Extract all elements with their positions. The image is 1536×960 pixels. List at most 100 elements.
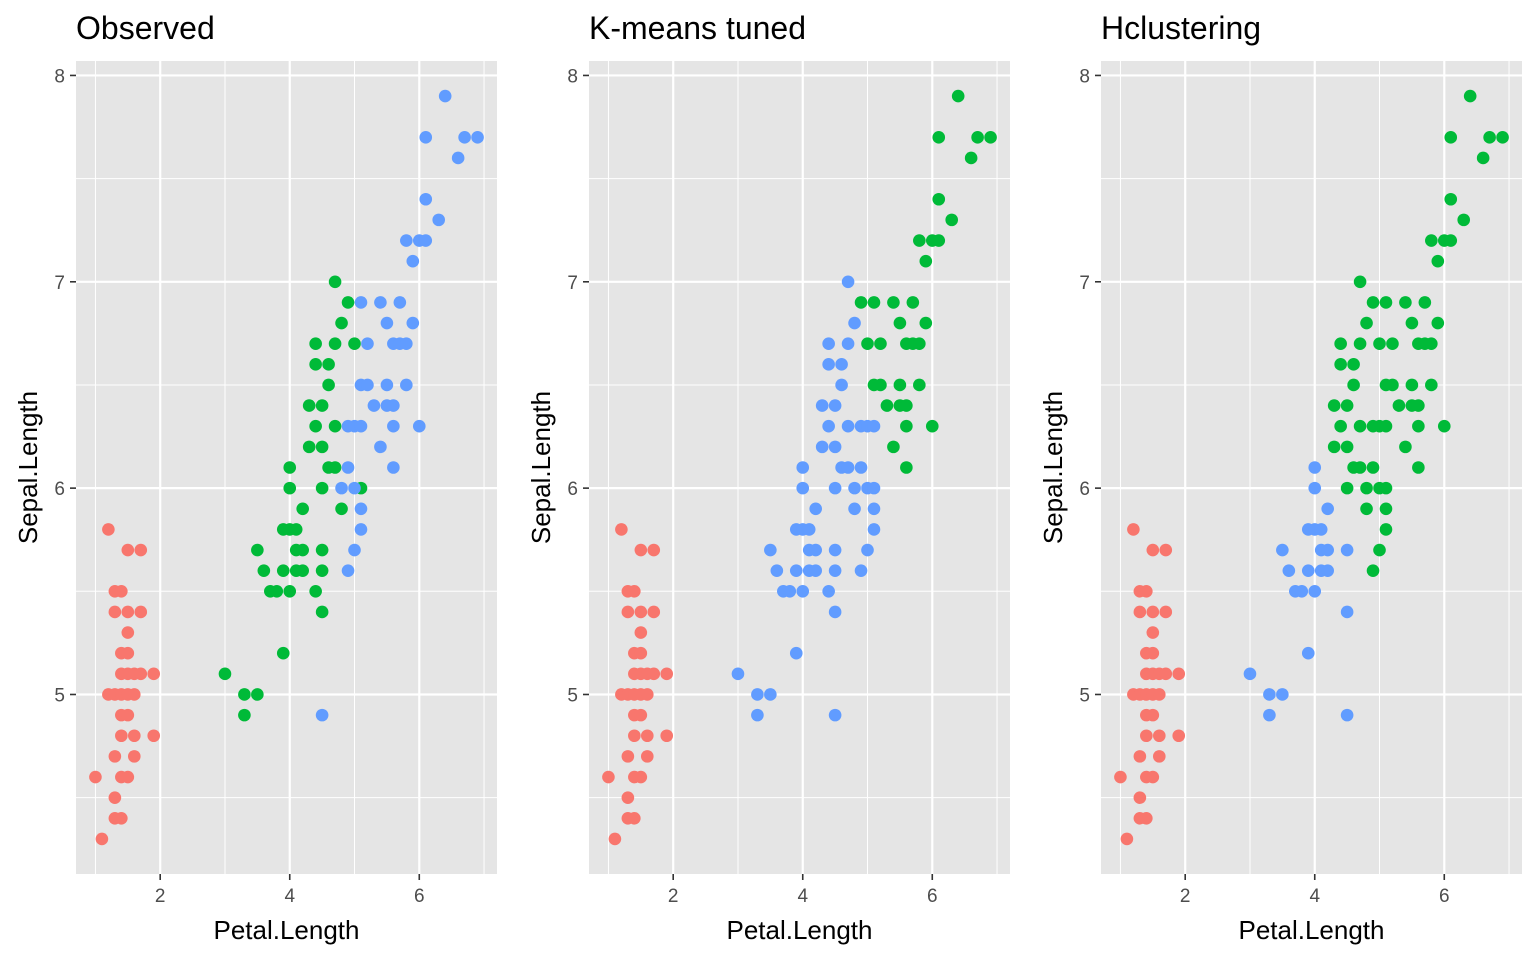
data-point	[1114, 770, 1127, 784]
data-point	[1152, 729, 1166, 743]
data-point	[458, 131, 471, 144]
y-tick-label: 7	[567, 273, 578, 294]
data-point	[121, 708, 135, 722]
data-point	[1146, 605, 1160, 619]
data-point	[1340, 481, 1354, 495]
data-point	[1340, 605, 1354, 619]
data-point	[276, 564, 290, 577]
data-point	[647, 667, 661, 681]
data-point	[1379, 481, 1393, 495]
data-point	[828, 708, 842, 722]
data-point	[1321, 543, 1334, 557]
data-point	[1172, 667, 1186, 681]
data-point	[341, 461, 355, 474]
data-point	[400, 378, 413, 392]
data-point	[1483, 131, 1496, 144]
data-point	[867, 502, 881, 516]
data-point	[828, 481, 842, 495]
data-point	[257, 564, 271, 577]
data-point	[1295, 585, 1309, 598]
data-point	[121, 543, 135, 557]
data-point	[828, 564, 842, 577]
data-point	[951, 89, 965, 103]
data-point	[906, 296, 920, 309]
panel-kmeans-tuned: K-means tuned 2 4 6 5 6 7 8 Petal.Length Sepal…	[526, 10, 1010, 945]
data-point	[1444, 192, 1458, 206]
y-tick-label: 8	[54, 66, 65, 87]
data-point	[315, 605, 329, 619]
data-point	[328, 419, 342, 433]
data-point	[1140, 729, 1153, 743]
y-tick-label: 5	[1079, 685, 1090, 706]
data-point	[1159, 543, 1173, 557]
data-point	[134, 667, 148, 681]
data-point	[1353, 337, 1367, 350]
data-point	[764, 688, 777, 701]
data-point	[809, 502, 822, 516]
data-point	[147, 667, 161, 681]
data-point	[1327, 440, 1341, 454]
data-point	[628, 811, 641, 825]
x-tick-label: 2	[1180, 886, 1191, 907]
panel-hclustering: Hclustering 2 4 6 5 6 7 8 Petal.Length Sepal.L…	[1038, 10, 1522, 945]
data-point	[1334, 337, 1347, 350]
data-point	[1321, 564, 1334, 577]
data-point	[251, 688, 264, 701]
data-point	[315, 543, 329, 557]
data-point	[387, 461, 400, 474]
data-point	[822, 337, 835, 350]
data-point	[289, 523, 303, 536]
data-point	[932, 192, 946, 206]
data-point	[1366, 461, 1380, 474]
y-tick-label: 6	[1079, 479, 1090, 500]
data-point	[1172, 729, 1186, 743]
data-point	[302, 399, 316, 412]
data-point	[1140, 811, 1153, 825]
data-point	[660, 729, 674, 743]
data-point	[335, 502, 348, 516]
y-axis-title: Sepal.Length	[13, 391, 43, 544]
data-point	[1308, 585, 1322, 598]
data-point	[660, 667, 674, 681]
data-point	[1133, 750, 1147, 763]
data-point	[770, 564, 784, 577]
data-point	[1133, 791, 1147, 804]
data-point	[854, 564, 868, 577]
data-point	[789, 564, 803, 577]
data-point	[835, 358, 848, 371]
data-point	[1146, 646, 1160, 660]
data-point	[1159, 667, 1173, 681]
data-point	[374, 296, 387, 309]
data-point	[809, 564, 822, 577]
data-point	[751, 688, 764, 701]
data-point	[608, 832, 622, 846]
data-point	[841, 337, 855, 350]
data-point	[328, 337, 342, 350]
data-point	[932, 131, 946, 144]
data-point	[867, 296, 881, 309]
data-point	[848, 316, 861, 330]
data-point	[1431, 254, 1445, 268]
data-point	[628, 585, 641, 598]
data-point	[309, 358, 322, 371]
data-point	[1399, 296, 1412, 309]
data-point	[270, 585, 284, 598]
data-point	[380, 316, 394, 330]
data-point	[432, 213, 446, 227]
data-point	[302, 440, 316, 454]
data-point	[1152, 750, 1166, 763]
data-point	[1340, 440, 1354, 454]
data-point	[945, 213, 959, 227]
data-point	[315, 708, 329, 722]
axis-ticks: 2 4 6 5 6 7 8	[1079, 66, 1449, 907]
data-point	[1463, 89, 1477, 103]
data-point	[1412, 461, 1425, 474]
data-point	[822, 419, 835, 433]
data-point	[1431, 316, 1445, 330]
data-point	[1340, 708, 1354, 722]
data-point	[900, 399, 913, 412]
data-point	[348, 337, 361, 350]
data-point	[913, 234, 926, 247]
data-point	[1386, 337, 1399, 350]
data-point	[1405, 316, 1419, 330]
